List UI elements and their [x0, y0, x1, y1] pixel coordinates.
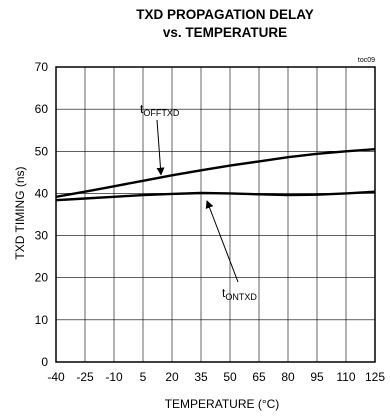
x-tick-label: 95 [310, 370, 324, 384]
y-tick-label: 60 [35, 102, 49, 116]
y-tick-label: 50 [35, 144, 49, 158]
series-line-tontxd [55, 190, 376, 202]
x-tick-label: 110 [336, 370, 355, 384]
grid [55, 66, 376, 363]
x-tick-label: -10 [105, 370, 123, 384]
x-tick-label: 5 [140, 370, 147, 384]
chart-subtitle: vs. TEMPERATURE [162, 25, 288, 40]
x-tick-label: 35 [194, 370, 208, 384]
chart-title: TXD PROPAGATION DELAY [136, 7, 314, 22]
x-tick-label: -40 [47, 370, 65, 384]
plot-frame [55, 66, 376, 363]
x-tick-label: 20 [165, 370, 179, 384]
y-tick-label: 10 [35, 313, 49, 327]
callout-arrow-tofftxd [156, 119, 165, 176]
y-axis-label: TXD TIMING (ns) [13, 166, 27, 259]
x-axis-label: TEMPERATURE (°C) [165, 397, 280, 411]
chart-code: toc09 [358, 57, 375, 64]
y-tick-label: 0 [41, 355, 48, 369]
series-line-tofftxd [55, 148, 376, 198]
x-tick-labels: -40 -25 -10 5 20 35 50 65 80 95 110 125 [47, 370, 385, 384]
x-tick-label: 125 [365, 370, 385, 384]
y-tick-label: 30 [35, 229, 49, 243]
x-tick-label: -25 [76, 370, 94, 384]
series-label-tofftxd: tOFFTXD [140, 102, 180, 118]
y-tick-label: 20 [35, 271, 49, 285]
x-tick-label: 80 [281, 370, 295, 384]
x-tick-label: 65 [252, 370, 266, 384]
series-label-tontxd: tONTXD [222, 286, 257, 302]
y-tick-labels: 0 10 20 30 40 50 60 70 [35, 60, 49, 369]
series-layer [55, 148, 376, 202]
y-tick-label: 70 [35, 60, 49, 74]
y-tick-label: 40 [35, 186, 49, 200]
callout-arrow-tontxd [205, 200, 239, 283]
annotations: tOFFTXD tONTXD [140, 102, 257, 302]
x-tick-label: 50 [223, 370, 237, 384]
